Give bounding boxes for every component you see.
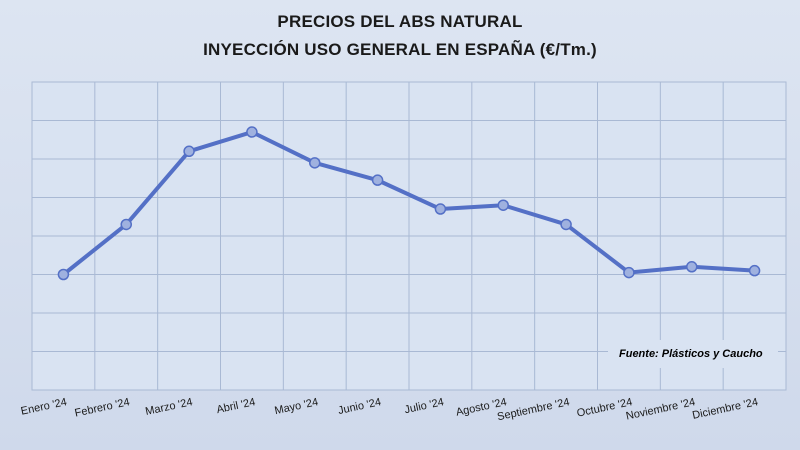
data-point bbox=[748, 264, 761, 277]
x-tick-label: Julio '24 bbox=[403, 396, 445, 416]
data-point bbox=[246, 126, 258, 138]
series-line bbox=[62, 130, 755, 277]
source-annotation: Fuente: Plásticos y Caucho bbox=[619, 348, 763, 360]
data-point bbox=[371, 174, 384, 186]
grid-lines bbox=[32, 82, 786, 390]
source-box bbox=[608, 340, 778, 368]
chart-title: PRECIOS DEL ABS NATURAL bbox=[277, 12, 523, 31]
data-point bbox=[183, 145, 195, 158]
data-point bbox=[686, 261, 698, 273]
x-tick-label: Junio '24 bbox=[337, 396, 382, 417]
x-tick-label: Abril '24 bbox=[216, 396, 257, 416]
data-point bbox=[623, 266, 635, 279]
x-tick-label: Marzo '24 bbox=[144, 396, 193, 418]
chart-subtitle: INYECCIÓN USO GENERAL EN ESPAÑA (€/Tm.) bbox=[203, 40, 597, 59]
x-tick-label: Septiembre '24 bbox=[496, 396, 571, 423]
x-tick-label: Enero '24 bbox=[20, 396, 68, 417]
data-point bbox=[497, 199, 509, 211]
x-tick-label: Febrero '24 bbox=[74, 396, 131, 419]
data-point bbox=[434, 203, 447, 215]
data-point bbox=[560, 218, 572, 231]
x-tick-label: Octubre '24 bbox=[576, 396, 634, 419]
series-layer bbox=[57, 126, 761, 281]
x-axis-tick-labels: Enero '24 Febrero '24 Marzo '24 Abril '24 Ma… bbox=[20, 396, 759, 423]
x-tick-label: Mayo '24 bbox=[274, 396, 320, 417]
x-tick-label: Diciembre '24 bbox=[691, 396, 759, 422]
data-point bbox=[309, 157, 321, 169]
x-tick-label: Noviembre '24 bbox=[625, 396, 697, 422]
data-point bbox=[120, 218, 132, 231]
data-point bbox=[57, 268, 70, 281]
